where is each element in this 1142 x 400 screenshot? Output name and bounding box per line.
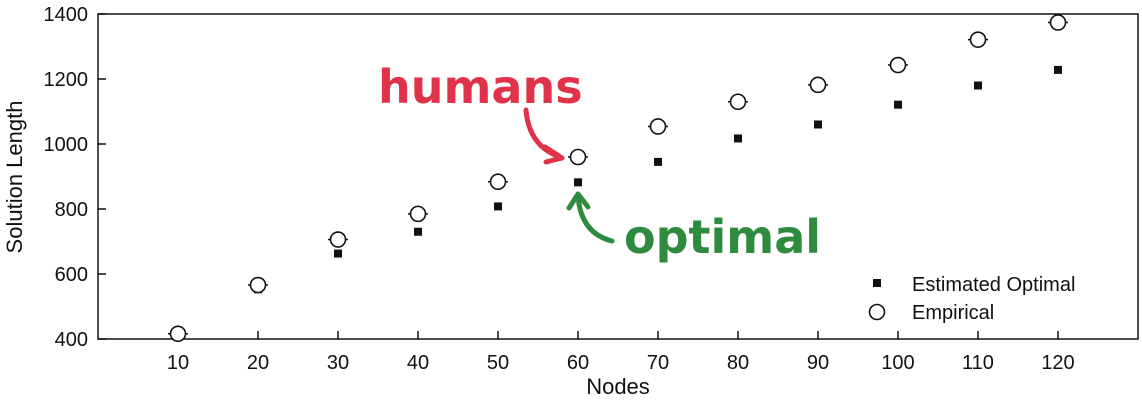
- estimated-optimal-point: [654, 157, 662, 166]
- legend-marker-estimated-optimal: [873, 279, 881, 287]
- x-tick-label: 90: [807, 352, 829, 374]
- empirical-point: [489, 173, 507, 190]
- empirical-point: [569, 148, 587, 166]
- estimated-optimal-point: [974, 81, 982, 90]
- x-tick-label: 30: [327, 352, 349, 374]
- empirical-point: [249, 276, 267, 294]
- x-tick-label: 80: [727, 352, 749, 374]
- annotation-humans-arrowhead: [542, 144, 565, 165]
- y-tick-label: 1400: [44, 4, 89, 26]
- x-tick-label: 60: [567, 352, 589, 374]
- annotation-humans: humans: [378, 60, 583, 165]
- annotation-optimal: optimal: [566, 191, 821, 264]
- legend-marker-empirical: [868, 303, 886, 321]
- legend: Estimated Optimal Empirical: [868, 274, 1075, 324]
- y-tick-label: 1200: [44, 69, 89, 91]
- empirical-point: [969, 31, 987, 48]
- x-tick-label: 70: [647, 352, 669, 374]
- estimated-optimal-point: [574, 178, 582, 187]
- empirical-point: [729, 93, 747, 111]
- x-axis: 10 20 30 40 50 60 70 80 90 100 110 120: [167, 331, 1075, 374]
- estimated-optimal-point: [734, 134, 742, 143]
- estimated-optimal-point: [334, 249, 342, 258]
- empirical-point: [809, 76, 827, 94]
- empirical-point: [409, 205, 427, 223]
- y-axis: 400 600 800 1000 1200 1400: [44, 4, 106, 351]
- y-tick-label: 800: [55, 199, 88, 221]
- x-tick-label: 20: [247, 352, 269, 374]
- x-tick-label: 110: [962, 352, 994, 374]
- empirical-point: [329, 231, 347, 248]
- annotation-optimal-arrowhead: [566, 191, 591, 211]
- legend-label-empirical: Empirical: [912, 302, 994, 324]
- estimated-optimal-point: [894, 100, 902, 109]
- y-tick-label: 600: [55, 264, 88, 286]
- y-tick-label: 1000: [44, 134, 89, 156]
- annotation-optimal-arrow: [575, 193, 615, 244]
- x-tick-label: 120: [1041, 352, 1074, 374]
- annotation-optimal-text: optimal: [624, 210, 821, 264]
- empirical-point: [649, 118, 667, 135]
- annotation-humans-text: humans: [378, 60, 583, 114]
- series-empirical: [168, 14, 1068, 343]
- x-axis-label: Nodes: [586, 374, 650, 399]
- x-tick-label: 50: [487, 352, 509, 374]
- empirical-point: [1049, 14, 1067, 31]
- series-estimated-optimal: [174, 65, 1062, 339]
- estimated-optimal-point: [814, 120, 822, 129]
- empirical-point: [169, 325, 187, 343]
- estimated-optimal-point: [414, 227, 422, 236]
- x-tick-label: 10: [167, 352, 189, 374]
- y-tick-label: 400: [55, 329, 88, 351]
- legend-label-estimated-optimal: Estimated Optimal: [912, 274, 1075, 296]
- estimated-optimal-point: [494, 202, 502, 211]
- x-tick-label: 40: [407, 352, 429, 374]
- annotation-humans-arrow: [523, 107, 563, 160]
- estimated-optimal-point: [1054, 65, 1062, 74]
- empirical-point: [889, 56, 907, 74]
- plot-frame: [97, 13, 1139, 340]
- y-axis-label: Solution Length: [2, 101, 27, 254]
- data-series: [168, 14, 1068, 343]
- x-tick-label: 100: [881, 352, 914, 374]
